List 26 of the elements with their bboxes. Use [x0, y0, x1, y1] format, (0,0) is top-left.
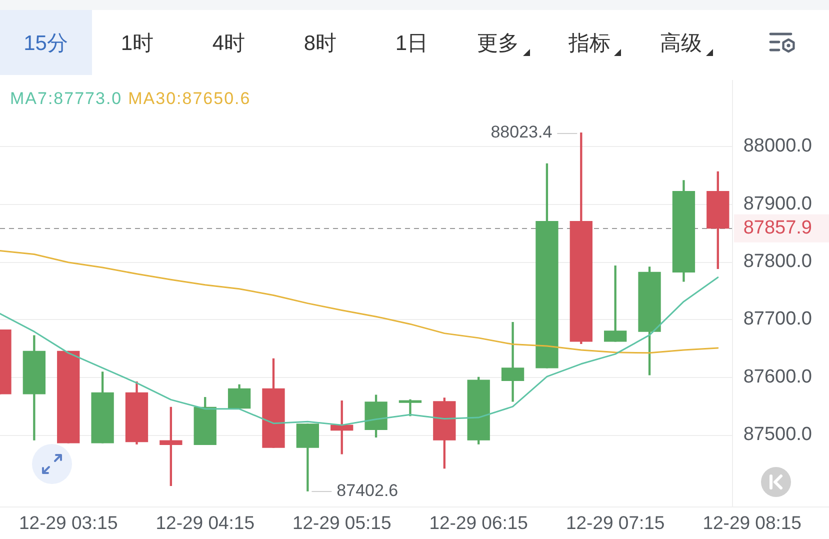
ref-line-label: 87857.9 — [743, 218, 812, 239]
text: 1时 — [120, 30, 154, 56]
text: 高级 — [660, 30, 702, 56]
x-tick-label: 12-29 08:15 — [702, 512, 802, 534]
y-tick-label: 87700.0 — [743, 308, 812, 330]
text: 指标 — [568, 30, 610, 56]
y-tick-label: 87900.0 — [743, 193, 812, 214]
y-tick-label: 87600.0 — [743, 366, 812, 388]
text: 更多 — [476, 30, 519, 56]
x-tick-label: 12-29 04:15 — [156, 512, 254, 534]
x-tick-label: 12-29 07:15 — [566, 512, 665, 534]
candlestick — [501, 322, 524, 402]
text: 1日 — [395, 30, 428, 56]
text: MA7:87773.0 — [10, 89, 122, 108]
x-tick-label: 12-29 03:15 — [18, 512, 118, 534]
text: 8时 — [304, 30, 337, 56]
annotation: 88023.4 — [490, 122, 552, 142]
text: 15分 — [24, 30, 68, 56]
annotation: 87402.6 — [336, 480, 398, 500]
text: MA30:87650.6 — [128, 89, 251, 108]
x-tick-label: 12-29 05:15 — [292, 512, 392, 534]
text: 4时 — [212, 30, 246, 56]
x-tick-label: 12-29 06:15 — [429, 512, 528, 534]
y-tick-label: 88000.0 — [743, 136, 812, 157]
y-tick-label: 87500.0 — [743, 424, 812, 446]
y-tick-label: 87800.0 — [743, 251, 812, 272]
